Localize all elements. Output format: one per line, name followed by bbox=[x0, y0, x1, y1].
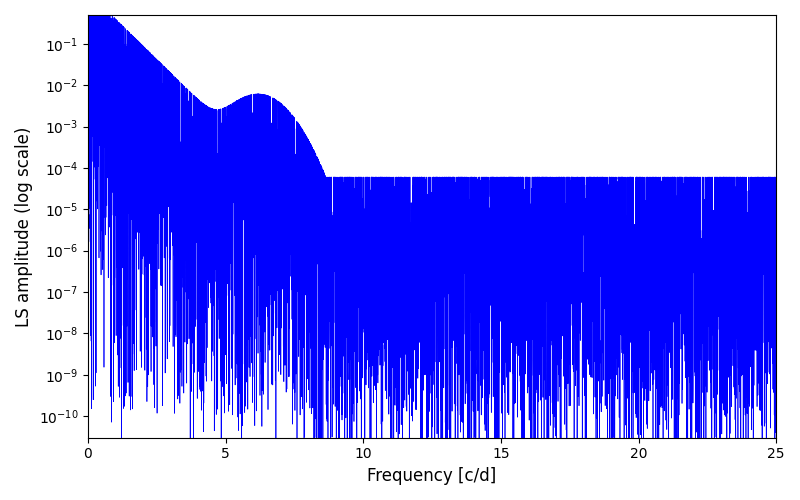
Y-axis label: LS amplitude (log scale): LS amplitude (log scale) bbox=[15, 126, 33, 326]
X-axis label: Frequency [c/d]: Frequency [c/d] bbox=[367, 467, 497, 485]
